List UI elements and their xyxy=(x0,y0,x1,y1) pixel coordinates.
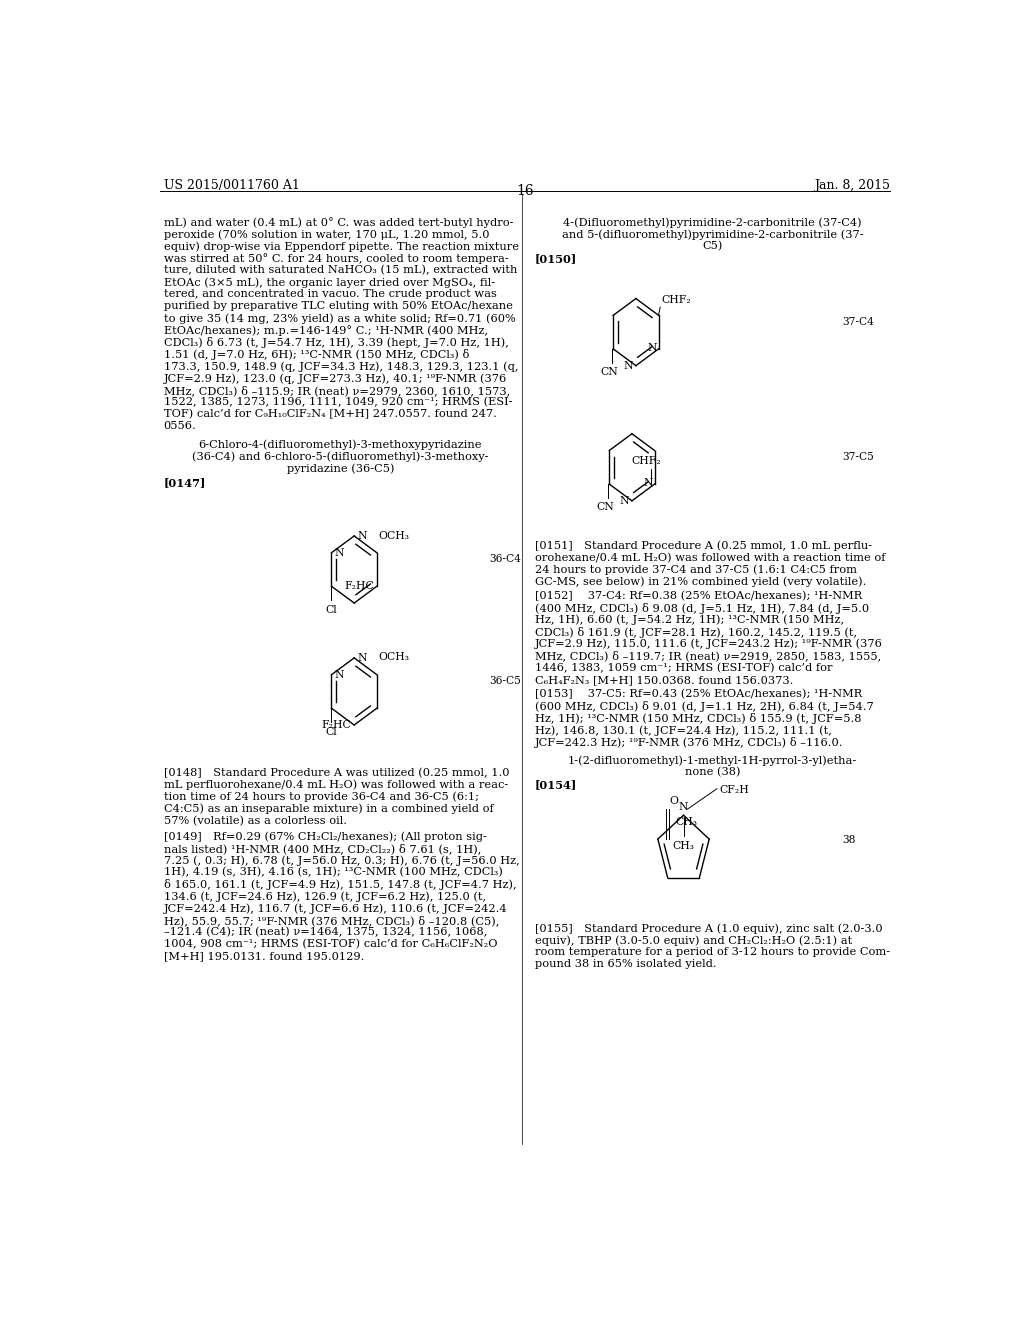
Text: JCF=242.3 Hz); ¹⁹F-NMR (376 MHz, CDCl₃) δ –116.0.: JCF=242.3 Hz); ¹⁹F-NMR (376 MHz, CDCl₃) … xyxy=(536,737,844,748)
Text: C4:C5) as an inseparable mixture) in a combined yield of: C4:C5) as an inseparable mixture) in a c… xyxy=(164,804,494,814)
Text: EtOAc/hexanes); m.p.=146-149° C.; ¹H-NMR (400 MHz,: EtOAc/hexanes); m.p.=146-149° C.; ¹H-NMR… xyxy=(164,325,487,337)
Text: [0147]: [0147] xyxy=(164,478,206,488)
Text: N: N xyxy=(335,669,344,680)
Text: CHF₂: CHF₂ xyxy=(660,296,691,305)
Text: [0148] Standard Procedure A was utilized (0.25 mmol, 1.0: [0148] Standard Procedure A was utilized… xyxy=(164,768,509,777)
Text: (36-C4) and 6-chloro-5-(difluoromethyl)-3-methoxy-: (36-C4) and 6-chloro-5-(difluoromethyl)-… xyxy=(193,451,488,462)
Text: tered, and concentrated in vacuo. The crude product was: tered, and concentrated in vacuo. The cr… xyxy=(164,289,497,300)
Text: Cl: Cl xyxy=(326,726,337,737)
Text: Hz), 55.9, 55.7; ¹⁹F-NMR (376 MHz, CDCl₃) δ –120.8 (C5),: Hz), 55.9, 55.7; ¹⁹F-NMR (376 MHz, CDCl₃… xyxy=(164,915,499,927)
Text: 36-C4: 36-C4 xyxy=(489,554,521,565)
Text: N: N xyxy=(357,653,367,663)
Text: [0154]: [0154] xyxy=(536,779,578,791)
Text: 36-C5: 36-C5 xyxy=(489,676,521,686)
Text: 7.25 (, 0.3; H), 6.78 (t, J=56.0 Hz, 0.3; H), 6.76 (t, J=56.0 Hz,: 7.25 (, 0.3; H), 6.78 (t, J=56.0 Hz, 0.3… xyxy=(164,855,519,866)
Text: [0149] Rf=0.29 (67% CH₂Cl₂/hexanes); (All proton sig-: [0149] Rf=0.29 (67% CH₂Cl₂/hexanes); (Al… xyxy=(164,832,486,842)
Text: TOF) calc’d for C₉H₁₀ClF₂N₄ [M+H] 247.0557. found 247.: TOF) calc’d for C₉H₁₀ClF₂N₄ [M+H] 247.05… xyxy=(164,409,497,420)
Text: [0150]: [0150] xyxy=(536,253,578,264)
Text: US 2015/0011760 A1: US 2015/0011760 A1 xyxy=(164,178,300,191)
Text: mL) and water (0.4 mL) at 0° C. was added tert-butyl hydro-: mL) and water (0.4 mL) at 0° C. was adde… xyxy=(164,218,513,228)
Text: CHF₂: CHF₂ xyxy=(632,455,662,466)
Text: [0151] Standard Procedure A (0.25 mmol, 1.0 mL perflu-: [0151] Standard Procedure A (0.25 mmol, … xyxy=(536,540,872,550)
Text: [0152]  37-C4: Rf=0.38 (25% EtOAc/hexanes); ¹H-NMR: [0152] 37-C4: Rf=0.38 (25% EtOAc/hexanes… xyxy=(536,591,862,601)
Text: O: O xyxy=(670,796,679,805)
Text: CH₃: CH₃ xyxy=(673,841,694,850)
Text: N: N xyxy=(624,360,633,371)
Text: Hz, 1H); ¹³C-NMR (150 MHz, CDCl₃) δ 155.9 (t, JCF=5.8: Hz, 1H); ¹³C-NMR (150 MHz, CDCl₃) δ 155.… xyxy=(536,713,861,725)
Text: CDCl₃) δ 161.9 (t, JCF=28.1 Hz), 160.2, 145.2, 119.5 (t,: CDCl₃) δ 161.9 (t, JCF=28.1 Hz), 160.2, … xyxy=(536,627,857,638)
Text: Hz, 1H), 6.60 (t, J=54.2 Hz, 1H); ¹³C-NMR (150 MHz,: Hz, 1H), 6.60 (t, J=54.2 Hz, 1H); ¹³C-NM… xyxy=(536,615,844,626)
Text: [0153]  37-C5: Rf=0.43 (25% EtOAc/hexanes); ¹H-NMR: [0153] 37-C5: Rf=0.43 (25% EtOAc/hexanes… xyxy=(536,689,862,700)
Text: 4-(Difluoromethyl)pyrimidine-2-carbonitrile (37-C4): 4-(Difluoromethyl)pyrimidine-2-carbonitr… xyxy=(563,218,862,228)
Text: JCF=2.9 Hz), 115.0, 111.6 (t, JCF=243.2 Hz); ¹⁹F-NMR (376: JCF=2.9 Hz), 115.0, 111.6 (t, JCF=243.2 … xyxy=(536,639,883,649)
Text: CH₃: CH₃ xyxy=(675,817,697,826)
Text: 37-C5: 37-C5 xyxy=(842,453,874,462)
Text: 16: 16 xyxy=(516,183,534,198)
Text: CF₂H: CF₂H xyxy=(719,785,749,795)
Text: [M+H] 195.0131. found 195.0129.: [M+H] 195.0131. found 195.0129. xyxy=(164,952,365,961)
Text: none (38): none (38) xyxy=(685,767,740,777)
Text: N: N xyxy=(620,496,629,506)
Text: δ 165.0, 161.1 (t, JCF=4.9 Hz), 151.5, 147.8 (t, JCF=4.7 Hz),: δ 165.0, 161.1 (t, JCF=4.9 Hz), 151.5, 1… xyxy=(164,879,516,890)
Text: N: N xyxy=(679,803,688,812)
Text: N: N xyxy=(647,343,657,352)
Text: 1004, 908 cm⁻¹; HRMS (ESI-TOF) calc’d for C₆H₆ClF₂N₂O: 1004, 908 cm⁻¹; HRMS (ESI-TOF) calc’d fo… xyxy=(164,940,498,949)
Text: purified by preparative TLC eluting with 50% EtOAc/hexane: purified by preparative TLC eluting with… xyxy=(164,301,513,312)
Text: pyridazine (36-C5): pyridazine (36-C5) xyxy=(287,463,394,474)
Text: 1-(2-difluoromethyl)-1-methyl-1H-pyrrol-3-yl)etha-: 1-(2-difluoromethyl)-1-methyl-1H-pyrrol-… xyxy=(568,755,857,766)
Text: orohexane/0.4 mL H₂O) was followed with a reaction time of: orohexane/0.4 mL H₂O) was followed with … xyxy=(536,553,886,562)
Text: to give 35 (14 mg, 23% yield) as a white solid; Rf=0.71 (60%: to give 35 (14 mg, 23% yield) as a white… xyxy=(164,313,515,323)
Text: EtOAc (3×5 mL), the organic layer dried over MgSO₄, fil-: EtOAc (3×5 mL), the organic layer dried … xyxy=(164,277,495,288)
Text: 1522, 1385, 1273, 1196, 1111, 1049, 920 cm⁻¹; HRMS (ESI-: 1522, 1385, 1273, 1196, 1111, 1049, 920 … xyxy=(164,397,512,408)
Text: Hz), 146.8, 130.1 (t, JCF=24.4 Hz), 115.2, 111.1 (t,: Hz), 146.8, 130.1 (t, JCF=24.4 Hz), 115.… xyxy=(536,725,831,735)
Text: Jan. 8, 2015: Jan. 8, 2015 xyxy=(814,178,890,191)
Text: F₂HC: F₂HC xyxy=(322,719,351,730)
Text: MHz, CDCl₃) δ –115.9; IR (neat) ν=2979, 2360, 1610, 1573,: MHz, CDCl₃) δ –115.9; IR (neat) ν=2979, … xyxy=(164,385,510,396)
Text: 1.51 (d, J=7.0 Hz, 6H); ¹³C-NMR (150 MHz, CDCl₃) δ: 1.51 (d, J=7.0 Hz, 6H); ¹³C-NMR (150 MHz… xyxy=(164,350,469,360)
Text: C₆H₄F₂N₃ [M+H] 150.0368. found 156.0373.: C₆H₄F₂N₃ [M+H] 150.0368. found 156.0373. xyxy=(536,675,794,685)
Text: CN: CN xyxy=(596,503,614,512)
Text: equiv), TBHP (3.0-5.0 equiv) and CH₂Cl₂:H₂O (2.5:1) at: equiv), TBHP (3.0-5.0 equiv) and CH₂Cl₂:… xyxy=(536,935,852,945)
Text: pound 38 in 65% isolated yield.: pound 38 in 65% isolated yield. xyxy=(536,958,717,969)
Text: N: N xyxy=(357,531,367,541)
Text: 173.3, 150.9, 148.9 (q, JCF=34.3 Hz), 148.3, 129.3, 123.1 (q,: 173.3, 150.9, 148.9 (q, JCF=34.3 Hz), 14… xyxy=(164,362,518,372)
Text: 38: 38 xyxy=(842,834,856,845)
Text: was stirred at 50° C. for 24 hours, cooled to room tempera-: was stirred at 50° C. for 24 hours, cool… xyxy=(164,253,509,264)
Text: equiv) drop-wise via Eppendorf pipette. The reaction mixture: equiv) drop-wise via Eppendorf pipette. … xyxy=(164,242,519,252)
Text: 1H), 4.19 (s, 3H), 4.16 (s, 1H); ¹³C-NMR (100 MHz, CDCl₃): 1H), 4.19 (s, 3H), 4.16 (s, 1H); ¹³C-NMR… xyxy=(164,867,503,878)
Text: and 5-(difluoromethyl)pyrimidine-2-carbonitrile (37-: and 5-(difluoromethyl)pyrimidine-2-carbo… xyxy=(562,230,863,240)
Text: –121.4 (C4); IR (neat) ν=1464, 1375, 1324, 1156, 1068,: –121.4 (C4); IR (neat) ν=1464, 1375, 132… xyxy=(164,927,487,937)
Text: 134.6 (t, JCF=24.6 Hz), 126.9 (t, JCF=6.2 Hz), 125.0 (t,: 134.6 (t, JCF=24.6 Hz), 126.9 (t, JCF=6.… xyxy=(164,891,485,902)
Text: [0155] Standard Procedure A (1.0 equiv), zinc salt (2.0-3.0: [0155] Standard Procedure A (1.0 equiv),… xyxy=(536,923,883,933)
Text: JCF=242.4 Hz), 116.7 (t, JCF=6.6 Hz), 110.6 (t, JCF=242.4: JCF=242.4 Hz), 116.7 (t, JCF=6.6 Hz), 11… xyxy=(164,903,507,913)
Text: CN: CN xyxy=(600,367,618,378)
Text: MHz, CDCl₃) δ –119.7; IR (neat) ν=2919, 2850, 1583, 1555,: MHz, CDCl₃) δ –119.7; IR (neat) ν=2919, … xyxy=(536,651,882,661)
Text: mL perfluorohexane/0.4 mL H₂O) was followed with a reac-: mL perfluorohexane/0.4 mL H₂O) was follo… xyxy=(164,780,508,791)
Text: room temperature for a period of 3-12 hours to provide Com-: room temperature for a period of 3-12 ho… xyxy=(536,946,890,957)
Text: peroxide (70% solution in water, 170 μL, 1.20 mmol, 5.0: peroxide (70% solution in water, 170 μL,… xyxy=(164,230,489,240)
Text: C5): C5) xyxy=(702,242,723,252)
Text: 57% (volatile) as a colorless oil.: 57% (volatile) as a colorless oil. xyxy=(164,816,347,826)
Text: nals listed) ¹H-NMR (400 MHz, CD₂Cl₂₂) δ 7.61 (s, 1H),: nals listed) ¹H-NMR (400 MHz, CD₂Cl₂₂) δ… xyxy=(164,843,481,854)
Text: CDCl₃) δ 6.73 (t, J=54.7 Hz, 1H), 3.39 (hept, J=7.0 Hz, 1H),: CDCl₃) δ 6.73 (t, J=54.7 Hz, 1H), 3.39 (… xyxy=(164,338,509,348)
Text: JCF=2.9 Hz), 123.0 (q, JCF=273.3 Hz), 40.1; ¹⁹F-NMR (376: JCF=2.9 Hz), 123.0 (q, JCF=273.3 Hz), 40… xyxy=(164,374,507,384)
Text: 24 hours to provide 37-C4 and 37-C5 (1.6:1 C4:C5 from: 24 hours to provide 37-C4 and 37-C5 (1.6… xyxy=(536,565,857,576)
Text: OCH₃: OCH₃ xyxy=(379,652,410,663)
Text: 37-C4: 37-C4 xyxy=(842,317,874,327)
Text: tion time of 24 hours to provide 36-C4 and 36-C5 (6:1;: tion time of 24 hours to provide 36-C4 a… xyxy=(164,792,478,803)
Text: Cl: Cl xyxy=(326,605,337,615)
Text: (400 MHz, CDCl₃) δ 9.08 (d, J=5.1 Hz, 1H), 7.84 (d, J=5.0: (400 MHz, CDCl₃) δ 9.08 (d, J=5.1 Hz, 1H… xyxy=(536,603,869,614)
Text: 0556.: 0556. xyxy=(164,421,197,432)
Text: N: N xyxy=(643,478,653,488)
Text: 1446, 1383, 1059 cm⁻¹; HRMS (ESI-TOF) calc’d for: 1446, 1383, 1059 cm⁻¹; HRMS (ESI-TOF) ca… xyxy=(536,663,833,673)
Text: 6-Chloro-4-(difluoromethyl)-3-methoxypyridazine: 6-Chloro-4-(difluoromethyl)-3-methoxypyr… xyxy=(199,440,482,450)
Text: ture, diluted with saturated NaHCO₃ (15 mL), extracted with: ture, diluted with saturated NaHCO₃ (15 … xyxy=(164,265,517,276)
Text: (600 MHz, CDCl₃) δ 9.01 (d, J=1.1 Hz, 2H), 6.84 (t, J=54.7: (600 MHz, CDCl₃) δ 9.01 (d, J=1.1 Hz, 2H… xyxy=(536,701,873,713)
Text: GC-MS, see below) in 21% combined yield (very volatile).: GC-MS, see below) in 21% combined yield … xyxy=(536,577,866,587)
Text: F₂HC: F₂HC xyxy=(344,581,374,591)
Text: OCH₃: OCH₃ xyxy=(379,531,410,540)
Text: N: N xyxy=(335,548,344,558)
